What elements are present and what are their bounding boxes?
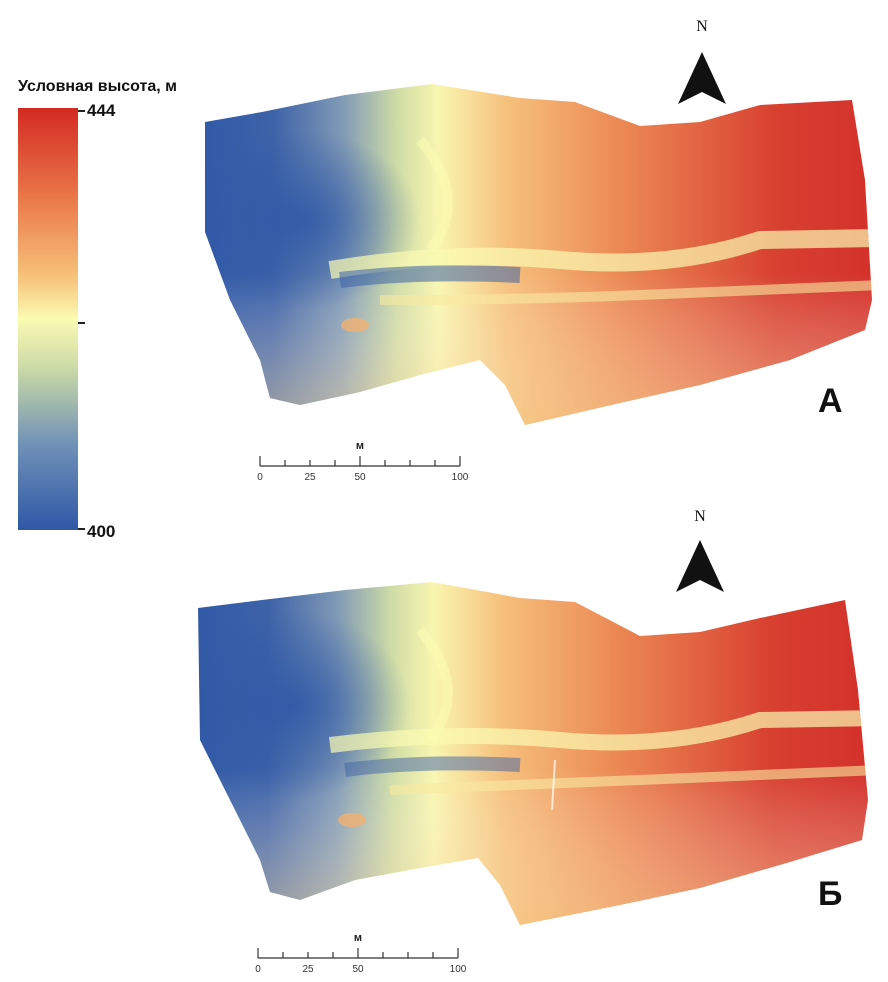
legend-title: Условная высота, м: [18, 78, 177, 95]
scale-bar-a: [259, 456, 461, 467]
scale-tick-25: 25: [304, 472, 316, 483]
north-label-b: N: [678, 508, 722, 532]
panel-label-a: А: [818, 382, 843, 420]
scale-bar-b: [257, 948, 459, 959]
scale-tick-0: 0: [257, 472, 263, 483]
legend-tick-max: [78, 110, 85, 112]
elevation-color-ramp: [18, 108, 78, 530]
north-arrow-a: [678, 52, 726, 104]
elevation-map-b: [198, 582, 868, 925]
legend-tick-mid: [78, 322, 85, 324]
panel-label-b: Б: [818, 875, 843, 913]
north-letter-a: N: [696, 18, 708, 35]
legend-max-label: 444: [87, 101, 116, 120]
scale-tick-50: 50: [352, 964, 364, 975]
scale-unit-a: м: [355, 440, 365, 452]
scale-tick-50: 50: [354, 472, 366, 483]
elevation-map-a: [205, 84, 872, 425]
north-arrow-b: [676, 540, 724, 592]
scale-tick-0: 0: [255, 964, 261, 975]
scale-labels-b: м 0 25 50 100: [255, 932, 488, 982]
north-label-a: N: [680, 18, 724, 42]
scale-tick-25: 25: [302, 964, 314, 975]
scale-unit-b: м: [353, 932, 363, 944]
scale-tick-100: 100: [451, 472, 469, 483]
scale-tick-100: 100: [449, 964, 467, 975]
scale-labels-a: м 0 25 50 100: [257, 440, 490, 490]
legend-tick-min: [78, 528, 85, 530]
north-letter-b: N: [694, 508, 706, 525]
legend-min-label: 400: [87, 522, 116, 541]
